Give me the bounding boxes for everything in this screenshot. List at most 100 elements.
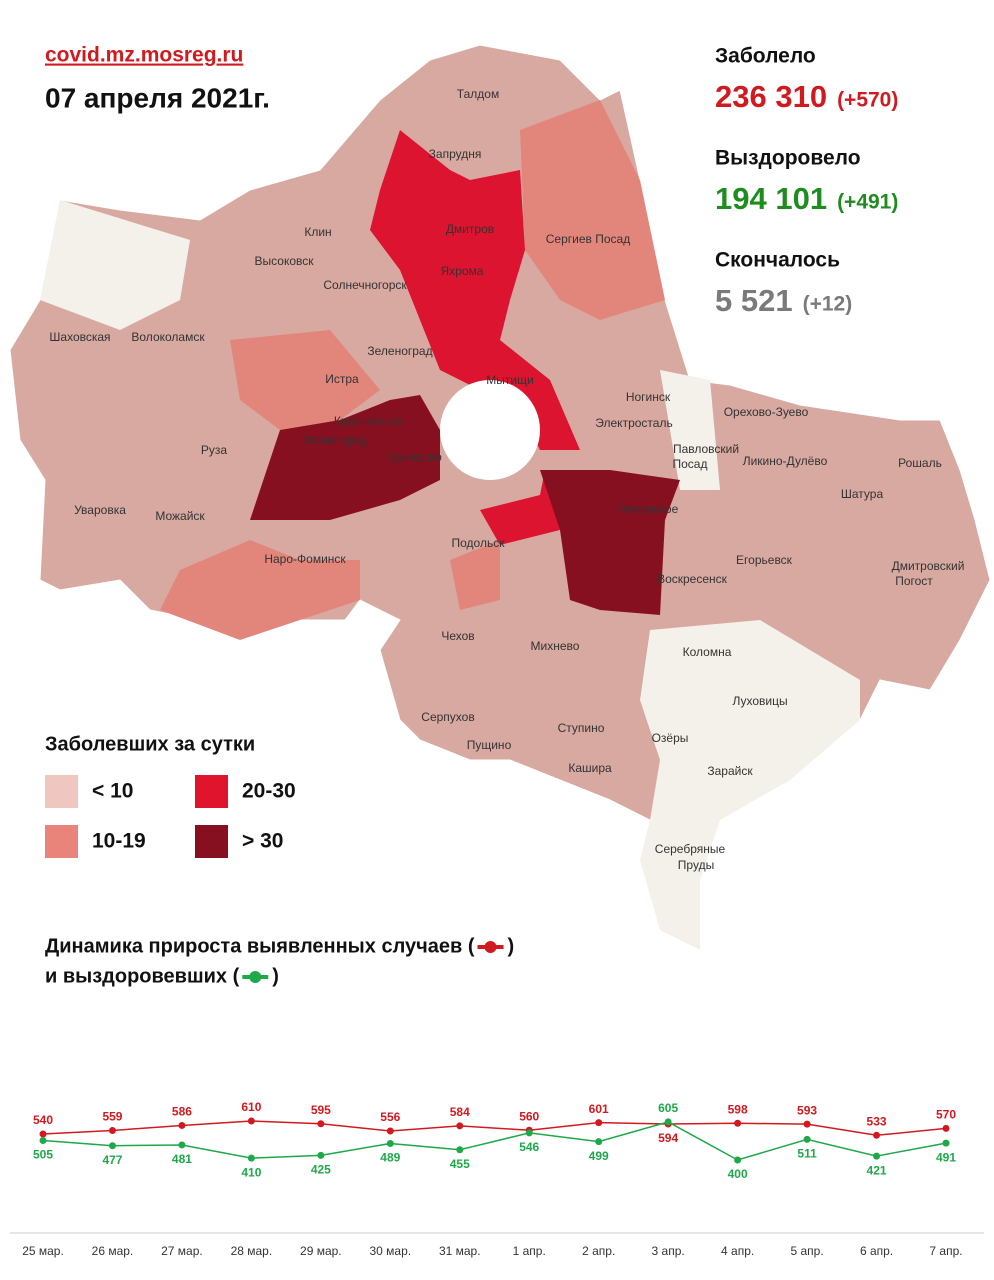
chart-title: Динамика прироста выявленных случаев ( <box>45 935 475 957</box>
place-label: Коломна <box>683 645 732 659</box>
place-label: Дмитровский <box>892 559 965 573</box>
region-high <box>370 130 580 450</box>
legend-label: > 30 <box>242 830 283 853</box>
region-medium <box>450 540 500 610</box>
place-label: Руза <box>201 443 228 457</box>
chart-title: ) <box>508 935 515 957</box>
place-label: Дмитров <box>446 222 494 236</box>
place-label: Павловский <box>673 442 739 456</box>
place-label: Ликино-Дулёво <box>743 454 828 468</box>
place-label: Погост <box>895 574 933 588</box>
region-top <box>250 395 440 520</box>
stat-value: 194 101 <box>715 181 827 216</box>
x-tick-label: 5 апр. <box>790 1244 823 1258</box>
stats: Заболело 236 310 (+570) Выздоровело 194 101 (… <box>715 45 898 319</box>
region-medium <box>160 540 360 640</box>
x-tick-label: 6 апр. <box>860 1244 893 1258</box>
region-top <box>540 470 680 615</box>
date: 07 апреля 2021г. <box>45 82 270 113</box>
region-medium <box>230 330 380 430</box>
data-label: 559 <box>102 1110 122 1124</box>
data-label: 610 <box>241 1100 261 1114</box>
x-tick-label: 4 апр. <box>721 1244 754 1258</box>
place-label: Шатура <box>841 487 884 501</box>
legend-swatch <box>45 825 78 858</box>
place-label: Воскресенск <box>657 572 728 586</box>
stat-delta: (+12) <box>803 293 853 316</box>
region-light <box>40 200 190 330</box>
data-point <box>317 1120 325 1128</box>
place-label: Красногорск <box>334 414 403 428</box>
data-label: 477 <box>102 1153 122 1167</box>
data-label: 593 <box>797 1103 817 1117</box>
place-label: Запрудня <box>429 147 482 161</box>
data-point <box>942 1124 950 1132</box>
place-label: Солнечногорск <box>323 278 407 292</box>
place-label: Звенигород <box>303 433 367 447</box>
data-label: 598 <box>728 1102 748 1116</box>
data-point <box>178 1121 186 1129</box>
data-label: 481 <box>172 1152 192 1166</box>
place-label: Клин <box>304 225 331 239</box>
stat-delta: (+491) <box>837 191 898 214</box>
stat-label: Скончалось <box>715 249 840 272</box>
place-label: Ногинск <box>626 390 671 404</box>
data-label: 455 <box>450 1157 470 1171</box>
data-point <box>247 1117 255 1125</box>
data-label: 586 <box>172 1105 192 1119</box>
data-label: 425 <box>311 1163 331 1177</box>
data-label: 594 <box>658 1131 678 1145</box>
chart-title: и выздоровевших ( <box>45 965 240 987</box>
map: Талдом Запрудня Клин Дмитров Сергиев Посад Вы… <box>9 44 991 951</box>
data-label: 556 <box>380 1110 400 1124</box>
data-point <box>108 1126 116 1134</box>
place-label: Пущино <box>467 738 512 752</box>
data-label: 540 <box>33 1113 53 1127</box>
place-label: Уваровка <box>74 503 126 517</box>
legend-icon <box>249 971 262 983</box>
x-tick-label: 2 апр. <box>582 1244 615 1258</box>
data-point <box>595 1138 603 1146</box>
data-label: 491 <box>936 1150 956 1164</box>
data-label: 421 <box>867 1163 887 1177</box>
stat-delta: (+570) <box>837 89 898 112</box>
data-point <box>734 1119 742 1127</box>
data-point <box>317 1151 325 1159</box>
data-point <box>39 1137 47 1144</box>
data-label: 400 <box>728 1167 748 1181</box>
legend-label: 10-19 <box>92 830 146 853</box>
place-label: Мытищи <box>486 373 533 387</box>
data-label: 570 <box>936 1108 956 1122</box>
place-label: Одинцово <box>386 450 442 464</box>
data-label: 584 <box>450 1105 470 1119</box>
place-label: Кашира <box>568 761 612 775</box>
legend-icon <box>484 941 497 953</box>
place-label: Ступино <box>558 721 605 735</box>
data-label: 595 <box>311 1103 331 1117</box>
data-label: 489 <box>380 1151 400 1165</box>
place-label: Пруды <box>678 858 714 872</box>
region-high <box>480 470 560 545</box>
data-point <box>734 1156 742 1164</box>
series-line <box>42 1121 947 1161</box>
data-point <box>386 1139 394 1147</box>
region-light <box>660 370 720 490</box>
data-point <box>386 1127 394 1135</box>
data-point <box>873 1152 881 1160</box>
place-label: Зарайск <box>707 764 753 778</box>
site: covid.mz.mosreg.ru <box>45 44 243 67</box>
data-point <box>108 1142 116 1150</box>
x-tick-label: 1 апр. <box>513 1244 546 1258</box>
data-point <box>39 1130 47 1138</box>
x-tick-label: 7 апр. <box>929 1244 962 1258</box>
x-tick-label: 26 мар. <box>92 1244 134 1258</box>
place-label: Егорьевск <box>736 553 793 567</box>
chart-title: ) <box>272 965 279 987</box>
legend: < 10 10-19 20-30 > 30 <box>45 775 296 858</box>
x-tick-label: 29 мар. <box>300 1244 342 1258</box>
place-label: Озёры <box>652 731 689 745</box>
data-label: 605 <box>658 1101 678 1115</box>
data-point <box>803 1120 811 1128</box>
place-label: Шаховская <box>49 330 110 344</box>
